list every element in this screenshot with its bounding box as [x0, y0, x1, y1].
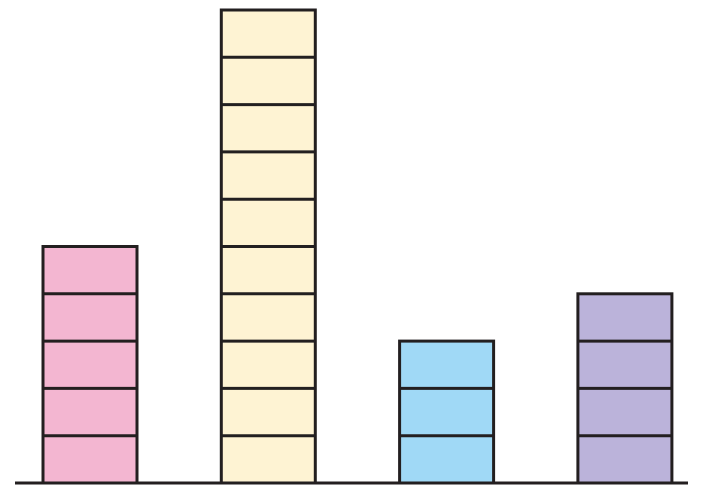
bar — [41, 245, 139, 485]
bar — [398, 339, 496, 485]
